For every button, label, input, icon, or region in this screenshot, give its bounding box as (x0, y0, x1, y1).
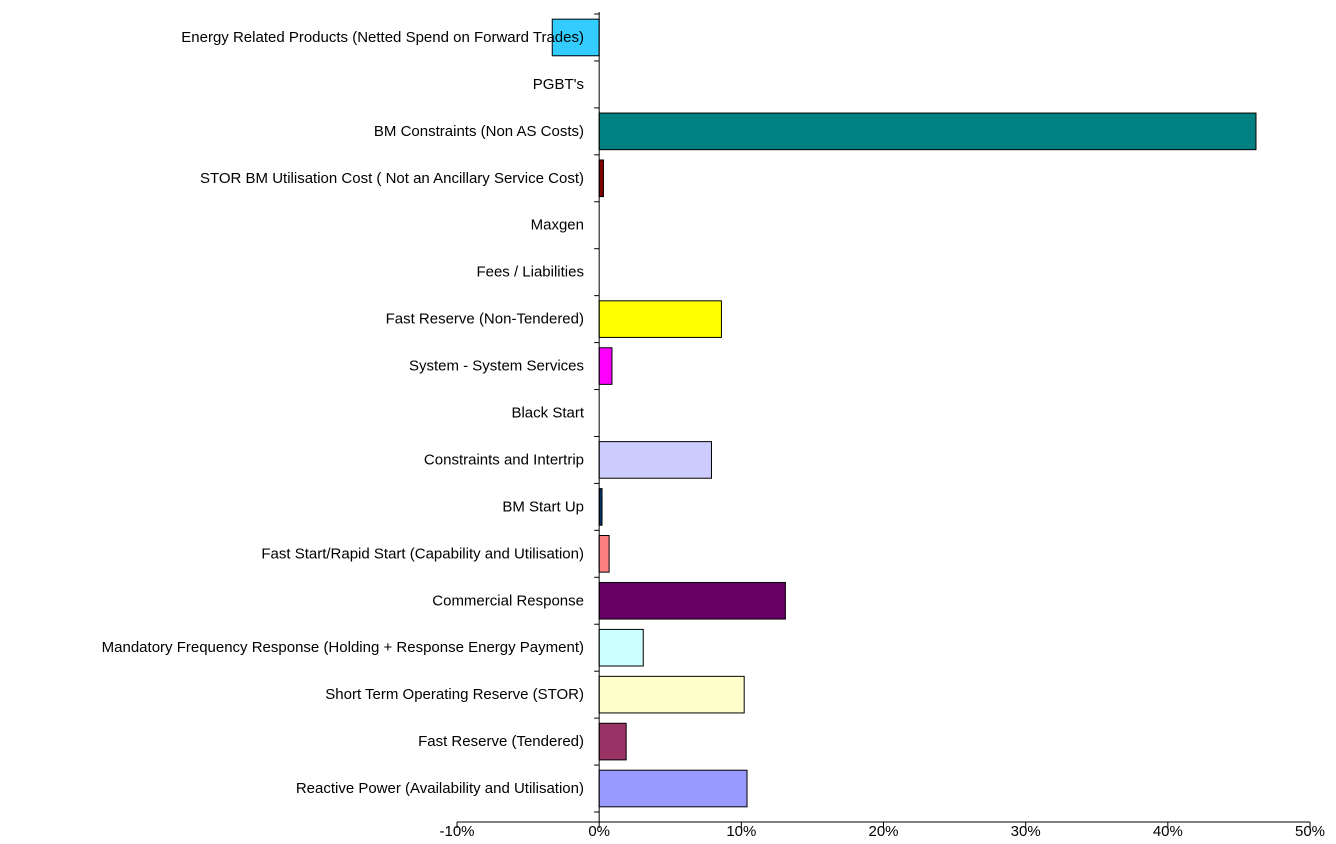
category-label: Reactive Power (Availability and Utilisa… (296, 780, 584, 797)
category-label: Mandatory Frequency Response (Holding + … (102, 639, 584, 656)
category-label: Energy Related Products (Netted Spend on… (181, 29, 584, 46)
bar-14 (598, 675, 745, 714)
category-label: Commercial Response (432, 592, 584, 609)
bars-group (551, 18, 1257, 808)
category-label: PGBT's (533, 76, 584, 93)
category-label: Black Start (511, 405, 584, 422)
bar-3 (598, 159, 604, 198)
x-tick-labels-group: -10% 0% 10% 20% 30% 40% 50% (439, 823, 1325, 840)
bar-2 (598, 112, 1257, 151)
bar-12 (598, 581, 786, 620)
category-label: Maxgen (531, 217, 584, 234)
x-tick-label: 0% (588, 823, 610, 840)
x-tick-label: 40% (1153, 823, 1183, 840)
category-label: System - System Services (409, 358, 584, 375)
x-tick-label: 10% (726, 823, 756, 840)
category-labels-group: Energy Related Products (Netted Spend on… (102, 29, 585, 797)
bar-7 (598, 347, 613, 385)
category-label: Fast Reserve (Non-Tendered) (386, 311, 584, 328)
category-label: Fees / Liabilities (476, 264, 584, 281)
bar-9 (598, 441, 712, 479)
bar-11 (598, 535, 610, 573)
category-label: Constraints and Intertrip (424, 451, 584, 468)
axes-group (456, 12, 1311, 828)
category-label: BM Constraints (Non AS Costs) (374, 123, 584, 140)
bar-6 (598, 300, 722, 338)
bar-15 (598, 722, 627, 761)
x-tick-label: 30% (1011, 823, 1041, 840)
x-tick-label: -10% (439, 823, 474, 840)
category-label: BM Start Up (502, 498, 584, 515)
x-tick-label: 50% (1295, 823, 1325, 840)
bar-13 (598, 628, 644, 667)
x-tick-label: 20% (868, 823, 898, 840)
category-label: Short Term Operating Reserve (STOR) (325, 686, 584, 703)
category-label: Fast Reserve (Tendered) (418, 733, 584, 750)
category-label: Fast Start/Rapid Start (Capability and U… (261, 545, 584, 562)
bar-0 (551, 18, 600, 57)
category-label: STOR BM Utilisation Cost ( Not an Ancill… (200, 170, 584, 187)
bar-16 (598, 769, 748, 808)
